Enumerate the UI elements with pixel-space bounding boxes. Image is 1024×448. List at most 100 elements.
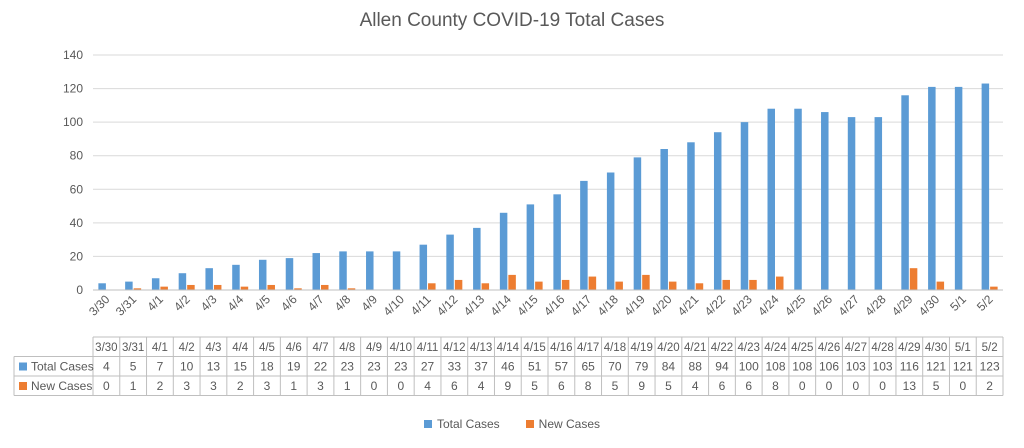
x-tick-label: 5/1	[947, 292, 969, 314]
bar-total-cases	[954, 86, 963, 291]
x-tick-label: 4/17	[568, 292, 595, 319]
bar-new-cases	[535, 281, 543, 290]
table-cell: 3	[210, 379, 217, 393]
table-cell: 0	[799, 379, 806, 393]
x-tick-label: 4/24	[755, 292, 782, 319]
table-header-cell: 5/1	[955, 342, 971, 354]
table-header-cell: 5/2	[982, 342, 998, 354]
x-tick-label: 4/15	[514, 292, 541, 319]
table-header-cell: 4/27	[845, 342, 867, 354]
legend: Total Cases New Cases	[0, 417, 1024, 431]
bar-new-cases	[481, 283, 490, 290]
bar-new-cases	[321, 284, 329, 290]
table-cell: 5	[933, 379, 940, 393]
bar-total-cases	[232, 264, 240, 290]
table-cell: 103	[846, 360, 866, 374]
table-cell: 123	[980, 360, 1000, 374]
x-tick-label: 4/29	[889, 292, 916, 319]
bar-total-cases	[794, 108, 802, 290]
y-tick-label: 80	[70, 149, 84, 163]
table-cell: 2	[237, 379, 244, 393]
x-tick-label: 4/8	[332, 292, 354, 314]
table-header-cell: 4/17	[577, 342, 599, 354]
bar-new-cases	[722, 279, 730, 290]
x-tick-label: 4/11	[408, 292, 434, 318]
table-cell: 5	[130, 360, 137, 374]
x-tick-label: 4/4	[225, 292, 247, 314]
bar-new-cases	[213, 284, 222, 290]
bar-new-cases	[561, 279, 570, 290]
x-tick-label: 5/2	[974, 292, 996, 314]
bar-new-cases	[187, 284, 195, 290]
x-tick-label: 3/31	[113, 292, 140, 319]
x-tick-label: 4/1	[144, 292, 166, 314]
bar-new-cases	[936, 281, 945, 290]
table-cell: 116	[900, 360, 919, 374]
bar-new-cases	[615, 281, 623, 290]
table-header-cell: 4/12	[443, 342, 465, 354]
x-tick-label: 4/20	[648, 292, 675, 319]
table-header-cell: 4/9	[366, 342, 382, 354]
bar-total-cases	[205, 268, 213, 290]
table-header-cell: 4/19	[630, 342, 652, 354]
table-header-cell: 4/24	[764, 342, 787, 354]
table-cell: 37	[474, 360, 488, 374]
table-header-cell: 4/5	[259, 342, 275, 354]
bar-total-cases	[767, 108, 775, 290]
bar-total-cases	[633, 157, 642, 290]
table-cell: 2	[986, 379, 993, 393]
legend-label-total: Total Cases	[436, 417, 500, 431]
table-cell: 13	[207, 360, 221, 374]
x-tick-label: 4/18	[595, 292, 622, 319]
x-tick-label: 4/30	[916, 292, 943, 319]
table-cell: 108	[792, 360, 812, 374]
bar-total-cases	[312, 253, 320, 290]
bar-total-cases	[526, 204, 535, 290]
table-header-cell: 4/8	[339, 342, 355, 354]
x-tick-label: 4/28	[862, 292, 889, 319]
legend-swatch-total	[423, 420, 432, 428]
table-cell: 108	[765, 360, 785, 374]
table-cell: 0	[852, 379, 859, 393]
table-cell: 4	[478, 379, 485, 393]
table-header-cell: 4/23	[738, 342, 760, 354]
bar-new-cases	[642, 274, 650, 290]
table-cell: 70	[608, 360, 622, 374]
table-header-cell: 4/30	[925, 342, 947, 354]
y-tick-label: 100	[63, 115, 83, 129]
bar-total-cases	[847, 117, 856, 290]
table-cell: 79	[635, 360, 649, 374]
bar-total-cases	[258, 259, 267, 290]
x-tick-label: 4/14	[488, 292, 515, 319]
bar-total-cases	[285, 258, 294, 290]
table-cell: 18	[260, 360, 274, 374]
bar-new-cases	[133, 288, 142, 290]
table-header-cell: 4/14	[497, 342, 520, 354]
table-cell: 0	[879, 379, 886, 393]
table-cell: 23	[341, 360, 355, 374]
table-cell: 46	[501, 360, 515, 374]
table-row-label: Total Cases	[31, 360, 94, 374]
table-cell: 9	[638, 379, 645, 393]
table-cell: 0	[371, 379, 378, 393]
legend-label-new: New Cases	[538, 417, 601, 431]
table-header-cell: 4/10	[390, 342, 412, 354]
table-cell: 3	[317, 379, 324, 393]
bar-new-cases	[749, 279, 757, 290]
x-tick-label: 4/26	[809, 292, 836, 319]
bar-total-cases	[740, 122, 749, 291]
bar-total-cases	[125, 281, 133, 290]
table-cell: 106	[819, 360, 839, 374]
table-cell: 121	[953, 360, 973, 374]
legend-swatch-new	[525, 420, 534, 428]
table-cell: 4	[424, 379, 431, 393]
x-tick-label: 4/25	[782, 292, 809, 319]
table-cell: 7	[157, 360, 164, 374]
x-tick-label: 4/7	[305, 292, 327, 314]
table-cell: 4	[103, 360, 110, 374]
table-header-cell: 4/20	[657, 342, 679, 354]
bar-total-cases	[178, 273, 187, 290]
bar-total-cases	[151, 278, 160, 290]
bar-new-cases	[588, 276, 597, 290]
